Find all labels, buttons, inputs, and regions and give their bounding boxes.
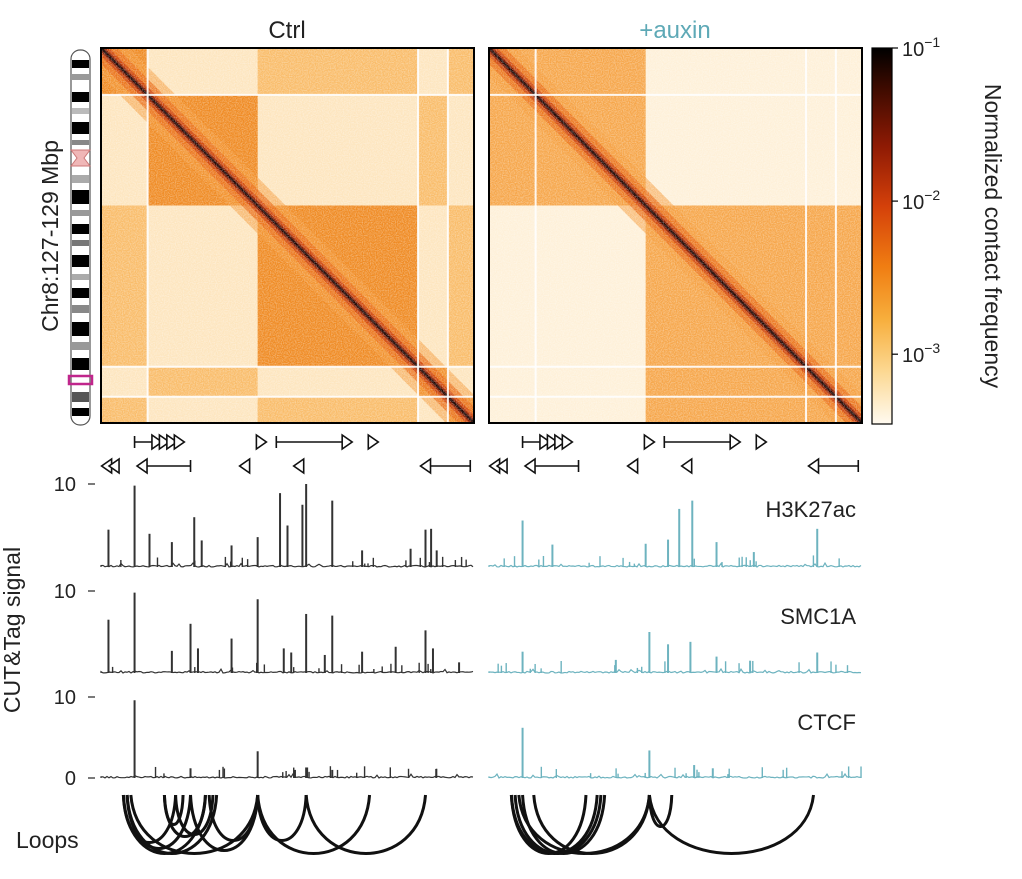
colorbar-tick-label: 10−3 [902, 340, 940, 367]
colorbar-tick-base: 10 [902, 192, 924, 214]
ctcf-motif-arrow-right [133, 433, 164, 451]
heatmap-ctrl [101, 48, 474, 423]
ideogram-band [72, 140, 89, 145]
ideogram-band [72, 60, 89, 68]
ctcf-motif-right [561, 433, 574, 451]
track-axis-label: CUT&Tag signal [0, 547, 25, 713]
ctcf-motif-arrow-left [135, 457, 192, 475]
ideogram-band [72, 224, 89, 234]
ideogram-band [72, 358, 89, 370]
ideogram-band [72, 274, 89, 280]
track-axis-tick-label: 10 [54, 581, 76, 603]
cuttag-tracks: 10 H3K27ac 10 SMC1A 10 0 CTCF [54, 474, 862, 790]
ctcf-motif-right [755, 433, 768, 451]
ctcf-motif-left [238, 457, 251, 475]
auxin-loop-arc [521, 794, 607, 855]
ctcf-motif-left [495, 457, 508, 475]
ctcf-motifs-auxin [488, 433, 860, 475]
ctcf-motif-right [643, 433, 656, 451]
chromosome-ideogram [67, 49, 94, 426]
ideogram-band [72, 190, 89, 204]
track-name: H3K27ac [765, 497, 856, 522]
ideogram-band [72, 305, 89, 313]
ideogram-band [72, 322, 89, 336]
ideogram-band [72, 392, 89, 402]
ctcf-motif-arrow-right [663, 433, 742, 451]
ctrl-track-baseline [100, 772, 474, 779]
ctcf-motif-right [173, 433, 186, 451]
track-name: CTCF [797, 710, 856, 735]
ctcf-motifs-ctrl [100, 433, 472, 475]
ctcf-motif-left [626, 457, 639, 475]
ctcf-motif-right [158, 433, 171, 451]
ctcf-motif-left [107, 457, 120, 475]
track-axis-tick-label: 10 [54, 474, 76, 496]
ctrl-loop-arc [125, 794, 219, 855]
colorbar-tick-exponent: −1 [924, 34, 940, 50]
colorbar-tick-exponent: −3 [924, 340, 940, 356]
heatmap-ylabel: Chr8:127-129 Mbp [37, 140, 63, 332]
heatmap-noise [101, 48, 474, 423]
loops-arcs [121, 794, 816, 855]
ctcf-motif-arrow-left [419, 457, 472, 475]
ideogram-band [72, 408, 89, 416]
colorbar-tick-label: 10−2 [902, 187, 940, 214]
auxin-loop-arc [647, 794, 816, 855]
colorbar-label: Normalized contact frequency [980, 84, 1006, 389]
ideogram-band [72, 210, 89, 216]
colorbar-tick-base: 10 [902, 39, 924, 61]
ctcf-motif-left [292, 457, 305, 475]
panel-title-auxin: +auxin [639, 17, 710, 44]
track-name: SMC1A [780, 604, 856, 629]
ideogram-band [72, 240, 89, 246]
ctcf-motif-right [554, 433, 567, 451]
ctrl-loop-arc [207, 794, 260, 842]
ctcf-motif-right [546, 433, 559, 451]
track-axis-tick-label: 10 [54, 687, 76, 709]
ideogram-band [72, 255, 89, 267]
auxin-track-baseline [488, 772, 862, 779]
ideogram-band [72, 74, 89, 80]
ctcf-motif-right [367, 433, 380, 451]
ideogram-band [72, 108, 89, 114]
auxin-track-baseline [488, 561, 862, 568]
colorbar: 10−110−210−3 Normalized contact frequenc… [871, 34, 1006, 425]
loops-label: Loops [16, 827, 79, 853]
ideogram-band [72, 122, 89, 134]
ideogram-band [72, 288, 89, 298]
ctcf-motif-arrow-left [807, 457, 860, 475]
ctrl-loop-arc [304, 794, 428, 855]
ctrl-track-baseline [100, 668, 474, 674]
heatmap-auxin [489, 48, 862, 423]
ideogram-band [72, 92, 89, 102]
ctcf-motif-right [166, 433, 179, 451]
auxin-loop-arc [532, 794, 651, 855]
ctcf-motif-right [255, 433, 268, 451]
ctcf-motif-arrow-right [275, 433, 354, 451]
heatmap-noise [489, 48, 862, 423]
colorbar-tick-exponent: −2 [924, 187, 940, 203]
colorbar-tick-label: 10−1 [902, 34, 940, 61]
ctcf-motif-arrow-right [521, 433, 552, 451]
ctrl-loop-arc [162, 794, 207, 838]
panel-title-ctrl: Ctrl [268, 17, 305, 44]
region-highlight-box [67, 374, 94, 386]
ideogram-band [72, 342, 89, 350]
ctcf-motif-arrow-left [523, 457, 580, 475]
track-axis-tick-label: 0 [65, 768, 76, 790]
ctrl-loop-arc [256, 794, 372, 855]
ctcf-motif-left [680, 457, 693, 475]
ideogram-band [72, 175, 89, 183]
ctrl-loop-arc [129, 794, 260, 855]
colorbar-tick-base: 10 [902, 345, 924, 367]
ctrl-loop-arc [256, 794, 308, 842]
auxin-track-baseline [488, 667, 862, 674]
